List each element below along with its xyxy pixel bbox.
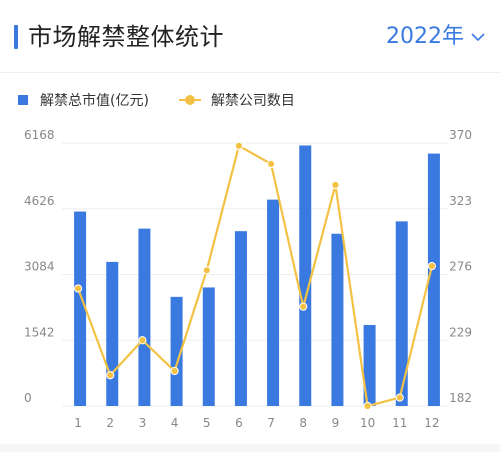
x-axis-tick-label: 7 xyxy=(267,416,275,430)
right-axis-tick-label: 370 xyxy=(449,128,472,142)
line-point xyxy=(138,336,147,345)
legend-line-swatch xyxy=(178,95,201,105)
left-axis-tick-label: 6168 xyxy=(24,128,55,142)
year-selector-label: 2022年 xyxy=(386,24,464,49)
x-axis-tick-label: 4 xyxy=(171,416,179,430)
left-axis-tick-label: 1542 xyxy=(24,325,55,339)
x-axis-tick-label: 8 xyxy=(299,416,307,430)
line-point xyxy=(395,393,404,402)
left-axis-tick-label: 0 xyxy=(24,391,32,405)
bar xyxy=(170,296,183,406)
bar xyxy=(299,145,312,406)
line-point xyxy=(106,371,115,380)
x-axis-tick-label: 1 xyxy=(74,416,82,430)
line-point xyxy=(73,284,83,293)
line-point xyxy=(266,159,276,169)
legend-label-company-count: 解禁公司数目 xyxy=(210,93,295,109)
right-axis-tick-label: 229 xyxy=(449,325,472,339)
line-point xyxy=(202,266,211,275)
bar xyxy=(138,228,151,406)
bar xyxy=(427,153,440,406)
title-accent-bar xyxy=(14,25,18,49)
legend-item-company-count[interactable]: 解禁公司数目 xyxy=(178,90,295,110)
bar xyxy=(267,199,280,406)
line-point xyxy=(427,262,437,271)
legend-item-market-value[interactable]: 解禁总市值(亿元) xyxy=(18,90,149,110)
line-point xyxy=(234,141,244,150)
legend-label-market-value: 解禁总市值(亿元) xyxy=(40,93,149,109)
x-axis-tick-label: 3 xyxy=(139,416,147,430)
right-axis-tick-label: 323 xyxy=(449,194,472,208)
year-selector[interactable]: 2022年 xyxy=(386,21,486,53)
bar xyxy=(74,211,87,406)
bar xyxy=(331,233,344,406)
left-axis-tick-label: 3084 xyxy=(24,260,55,274)
x-axis-tick-label: 5 xyxy=(203,416,211,430)
x-axis-tick-label: 12 xyxy=(424,416,439,430)
bar xyxy=(363,324,376,406)
x-axis-tick-label: 2 xyxy=(106,416,114,430)
line-point xyxy=(170,366,179,376)
bar xyxy=(234,231,247,406)
chart-title: 市场解禁整体统计 xyxy=(28,23,224,51)
right-axis-tick-label: 276 xyxy=(449,260,472,274)
x-axis-tick-label: 10 xyxy=(360,416,375,430)
right-axis-tick-label: 182 xyxy=(449,391,472,405)
bar xyxy=(395,221,408,406)
bar xyxy=(202,287,215,406)
x-axis-tick-label: 6 xyxy=(235,416,243,430)
x-axis-tick-label: 11 xyxy=(392,416,407,430)
left-axis-tick-label: 4626 xyxy=(24,194,55,208)
x-axis-tick-label: 9 xyxy=(332,416,340,430)
card-header: 市场解禁整体统计 2022年 xyxy=(0,0,500,73)
line-series xyxy=(77,144,433,408)
line-point xyxy=(331,180,340,190)
chevron-down-icon xyxy=(470,28,486,47)
line-point xyxy=(363,401,372,411)
legend-bar-swatch xyxy=(18,95,28,105)
line-point xyxy=(299,302,308,311)
chart-legend: 解禁总市值(亿元) 解禁公司数目 xyxy=(18,88,325,112)
bar xyxy=(106,261,119,406)
